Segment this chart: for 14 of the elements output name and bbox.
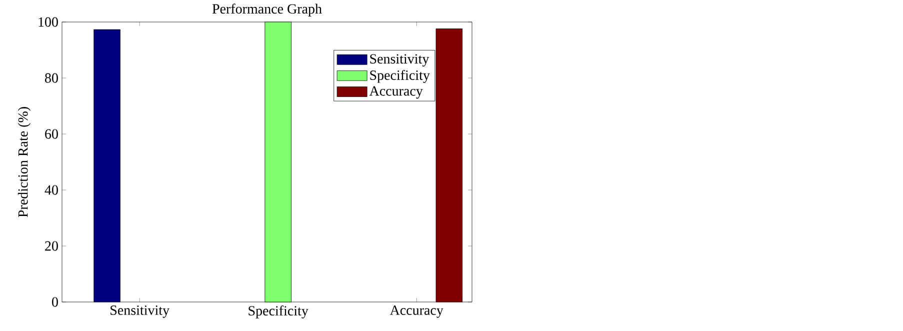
y-tick-label: 80 bbox=[45, 73, 58, 83]
x-tick-label: Accuracy bbox=[390, 306, 444, 318]
legend-label: Accuracy bbox=[369, 86, 423, 99]
y-tick-label: 100 bbox=[38, 17, 58, 27]
y-axis-title: Prediction Rate (%) bbox=[18, 107, 31, 218]
y-tick-label: 40 bbox=[44, 185, 58, 195]
legend-label: Sensitivity bbox=[370, 54, 430, 66]
legend-label: Specificity bbox=[370, 70, 430, 83]
y-tick-label: 0 bbox=[52, 297, 58, 307]
x-tick-label: Specificity bbox=[248, 306, 308, 318]
x-tick-label: Sensitivity bbox=[110, 306, 170, 318]
y-tick-label: 20 bbox=[45, 241, 58, 251]
y-tick-label: 60 bbox=[45, 129, 58, 139]
chart-title: Performance Graph bbox=[212, 4, 322, 16]
